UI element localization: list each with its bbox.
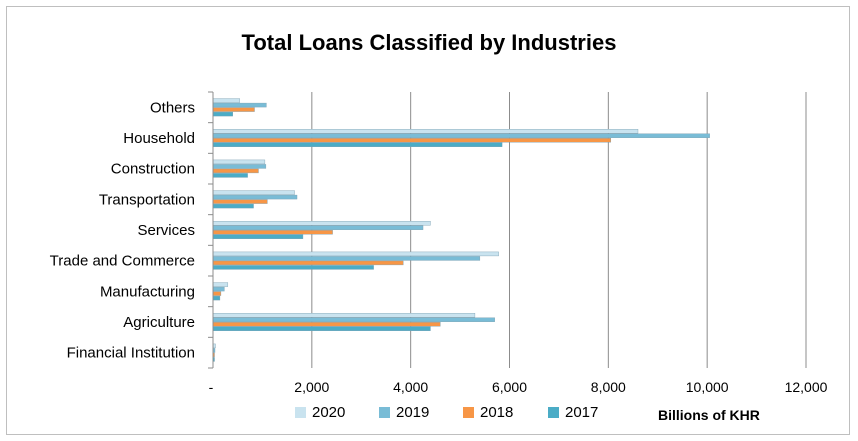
legend-swatch (295, 407, 306, 418)
bar (212, 129, 639, 134)
bar (212, 286, 225, 292)
legend-label: 2018 (480, 404, 514, 421)
bar (212, 133, 710, 138)
x-tick-label: 12,000 (785, 379, 828, 395)
x-tick-label: 10,000 (686, 379, 729, 395)
bar (212, 265, 374, 270)
category-label: Household (123, 130, 195, 147)
category-label: Financial Institution (67, 345, 195, 362)
category-label: Trade and Commerce (50, 253, 195, 270)
bar (212, 159, 266, 165)
bar (212, 138, 612, 143)
axes (208, 91, 214, 369)
bar (212, 203, 254, 209)
category-label: Manufacturing (100, 283, 195, 300)
x-tick-label: - (209, 379, 214, 395)
category-label: Construction (111, 161, 195, 178)
bar (212, 142, 503, 147)
grid-lines (311, 92, 807, 368)
chart-frame (6, 6, 850, 435)
bar (212, 260, 404, 266)
legend-item: 2018 (463, 404, 513, 421)
bar (212, 98, 240, 103)
x-tick-label: 2,000 (294, 379, 329, 395)
bar (212, 164, 267, 169)
labels: - 2,000 4,000 6,000 8,000 10,000 12,000 Financi… (50, 99, 828, 395)
category-label: Others (150, 99, 195, 116)
category-label: Services (137, 222, 195, 239)
legend-swatch (379, 407, 390, 418)
bar (212, 234, 304, 239)
bar (212, 317, 495, 322)
bar (212, 313, 476, 318)
bar (212, 291, 222, 296)
bar (212, 295, 221, 301)
x-axis-title: Billions of KHR (658, 407, 760, 423)
bar (212, 199, 268, 204)
x-tick-label: 8,000 (591, 379, 626, 395)
bar (212, 282, 229, 287)
bars (212, 98, 710, 362)
bar (212, 102, 267, 108)
bar (212, 173, 248, 178)
x-tick-label: 6,000 (492, 379, 527, 395)
bar (212, 322, 441, 327)
legend-label: 2020 (312, 404, 346, 421)
bar (212, 111, 233, 117)
bar (212, 107, 255, 112)
bar (212, 190, 295, 195)
x-tick-label: 4,000 (393, 379, 428, 395)
legend-item: 2019 (379, 404, 429, 421)
legend-item: 2017 (548, 404, 598, 421)
legend-label: 2019 (396, 404, 430, 421)
chart-title: Total Loans Classified by Industries (241, 30, 617, 55)
legend-swatch (463, 407, 474, 418)
bar (212, 251, 499, 257)
legend-swatch (548, 407, 559, 418)
category-label: Transportation (99, 191, 195, 208)
bar (212, 326, 431, 331)
legend-label: 2017 (565, 404, 599, 421)
bar (212, 194, 298, 200)
legend-item: 2020 (295, 404, 345, 421)
bar (212, 225, 424, 230)
bar (212, 256, 481, 261)
category-label: Agriculture (123, 314, 195, 331)
bar (212, 168, 259, 174)
bar (212, 230, 333, 235)
bar (212, 221, 431, 226)
